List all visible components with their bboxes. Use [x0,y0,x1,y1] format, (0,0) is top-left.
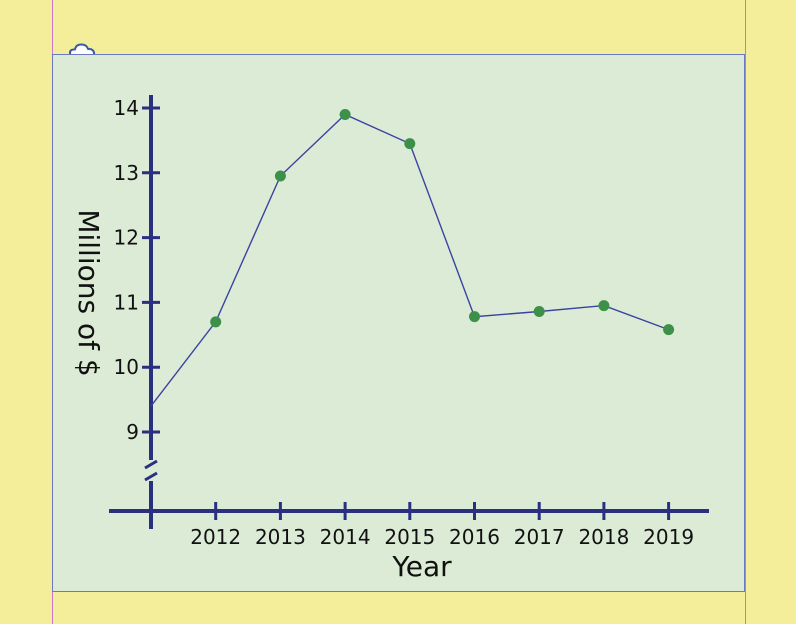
data-point [210,316,222,328]
y-tick-label: 9 [126,420,139,444]
data-point [598,300,610,312]
x-tick-label: 2017 [514,525,565,549]
chart-panel: 9 10 11 12 13 14 2012 2013 2014 2015 2016 2017 2018 2… [52,54,745,592]
y-tick-label: 10 [114,355,139,379]
x-tick-label: 2019 [643,525,694,549]
x-tick-label: 2012 [190,525,241,549]
data-point [274,170,286,182]
data-point [469,311,480,323]
x-axis-label: Year [391,550,452,583]
data-point [404,138,416,150]
data-points [210,108,675,336]
guide-line-right [745,0,746,624]
tick-labels: 9 10 11 12 13 14 2012 2013 2014 2015 2016 2017 2018 2… [114,96,695,549]
x-tick-label: 2013 [255,525,306,549]
x-tick-label: 2018 [578,525,629,549]
x-tick-label: 2016 [449,525,500,549]
cloud-icon[interactable] [68,41,98,61]
y-tick-label: 14 [114,96,139,120]
series-line [150,113,669,407]
line-chart: 9 10 11 12 13 14 2012 2013 2014 2015 2016 2017 2018 2… [72,95,709,583]
y-tick-label: 12 [114,226,139,250]
y-tick-label: 13 [114,161,139,185]
y-axis-label: Millions of $ [72,209,105,376]
x-tick-label: 2015 [384,525,435,549]
axes [109,95,709,529]
series-line-group [150,113,669,407]
x-tick-label: 2014 [320,525,371,549]
y-axis-break [144,459,158,482]
data-point [339,108,351,120]
data-point [533,305,545,317]
data-point [663,324,675,336]
y-tick-label: 11 [114,290,139,314]
